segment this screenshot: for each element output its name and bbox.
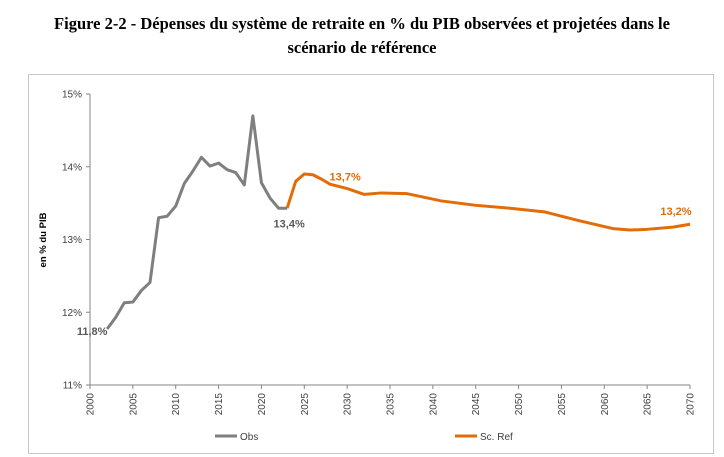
data-label: 13,2%: [660, 206, 691, 218]
series-line-obs: [105, 114, 288, 330]
chart-frame: [28, 74, 714, 454]
chart-title: Figure 2-2 - Dépenses du système de retr…: [0, 12, 724, 60]
x-tick-label: 2050: [514, 393, 525, 416]
x-tick-label: 2005: [128, 393, 139, 416]
x-tick-label: 2065: [643, 393, 654, 416]
legend-label: Sc. Ref: [480, 432, 513, 443]
y-axis-label: en % du PIB: [38, 212, 49, 267]
series-line-sc-ref: [285, 172, 691, 232]
x-tick-label: 2035: [386, 393, 397, 416]
data-label: 13,4%: [274, 218, 305, 230]
y-tick-label: 11%: [63, 381, 82, 392]
x-tick-label: 2040: [428, 393, 439, 416]
x-tick-label: 2055: [557, 393, 568, 416]
x-tick-label: 2020: [257, 393, 268, 416]
y-tick-label: 14%: [62, 162, 82, 173]
y-tick-label: 13%: [62, 235, 82, 246]
legend-label: Obs: [240, 432, 258, 443]
title-line-1: Figure 2-2 - Dépenses du système de retr…: [54, 14, 670, 33]
data-label: 11,8%: [77, 326, 108, 338]
x-tick-label: 2030: [343, 393, 354, 416]
title-line-2: scénario de référence: [287, 38, 437, 57]
y-tick-label: 12%: [62, 308, 82, 319]
data-label: 13,7%: [330, 172, 361, 184]
x-tick-label: 2070: [686, 393, 697, 416]
x-tick-label: 2060: [600, 393, 611, 416]
x-tick-label: 2015: [214, 393, 225, 416]
y-tick-label: 15%: [62, 90, 82, 101]
x-tick-label: 2010: [171, 393, 182, 416]
x-tick-label: 2000: [86, 393, 97, 416]
x-tick-label: 2025: [300, 393, 311, 416]
x-tick-label: 2045: [471, 393, 482, 416]
